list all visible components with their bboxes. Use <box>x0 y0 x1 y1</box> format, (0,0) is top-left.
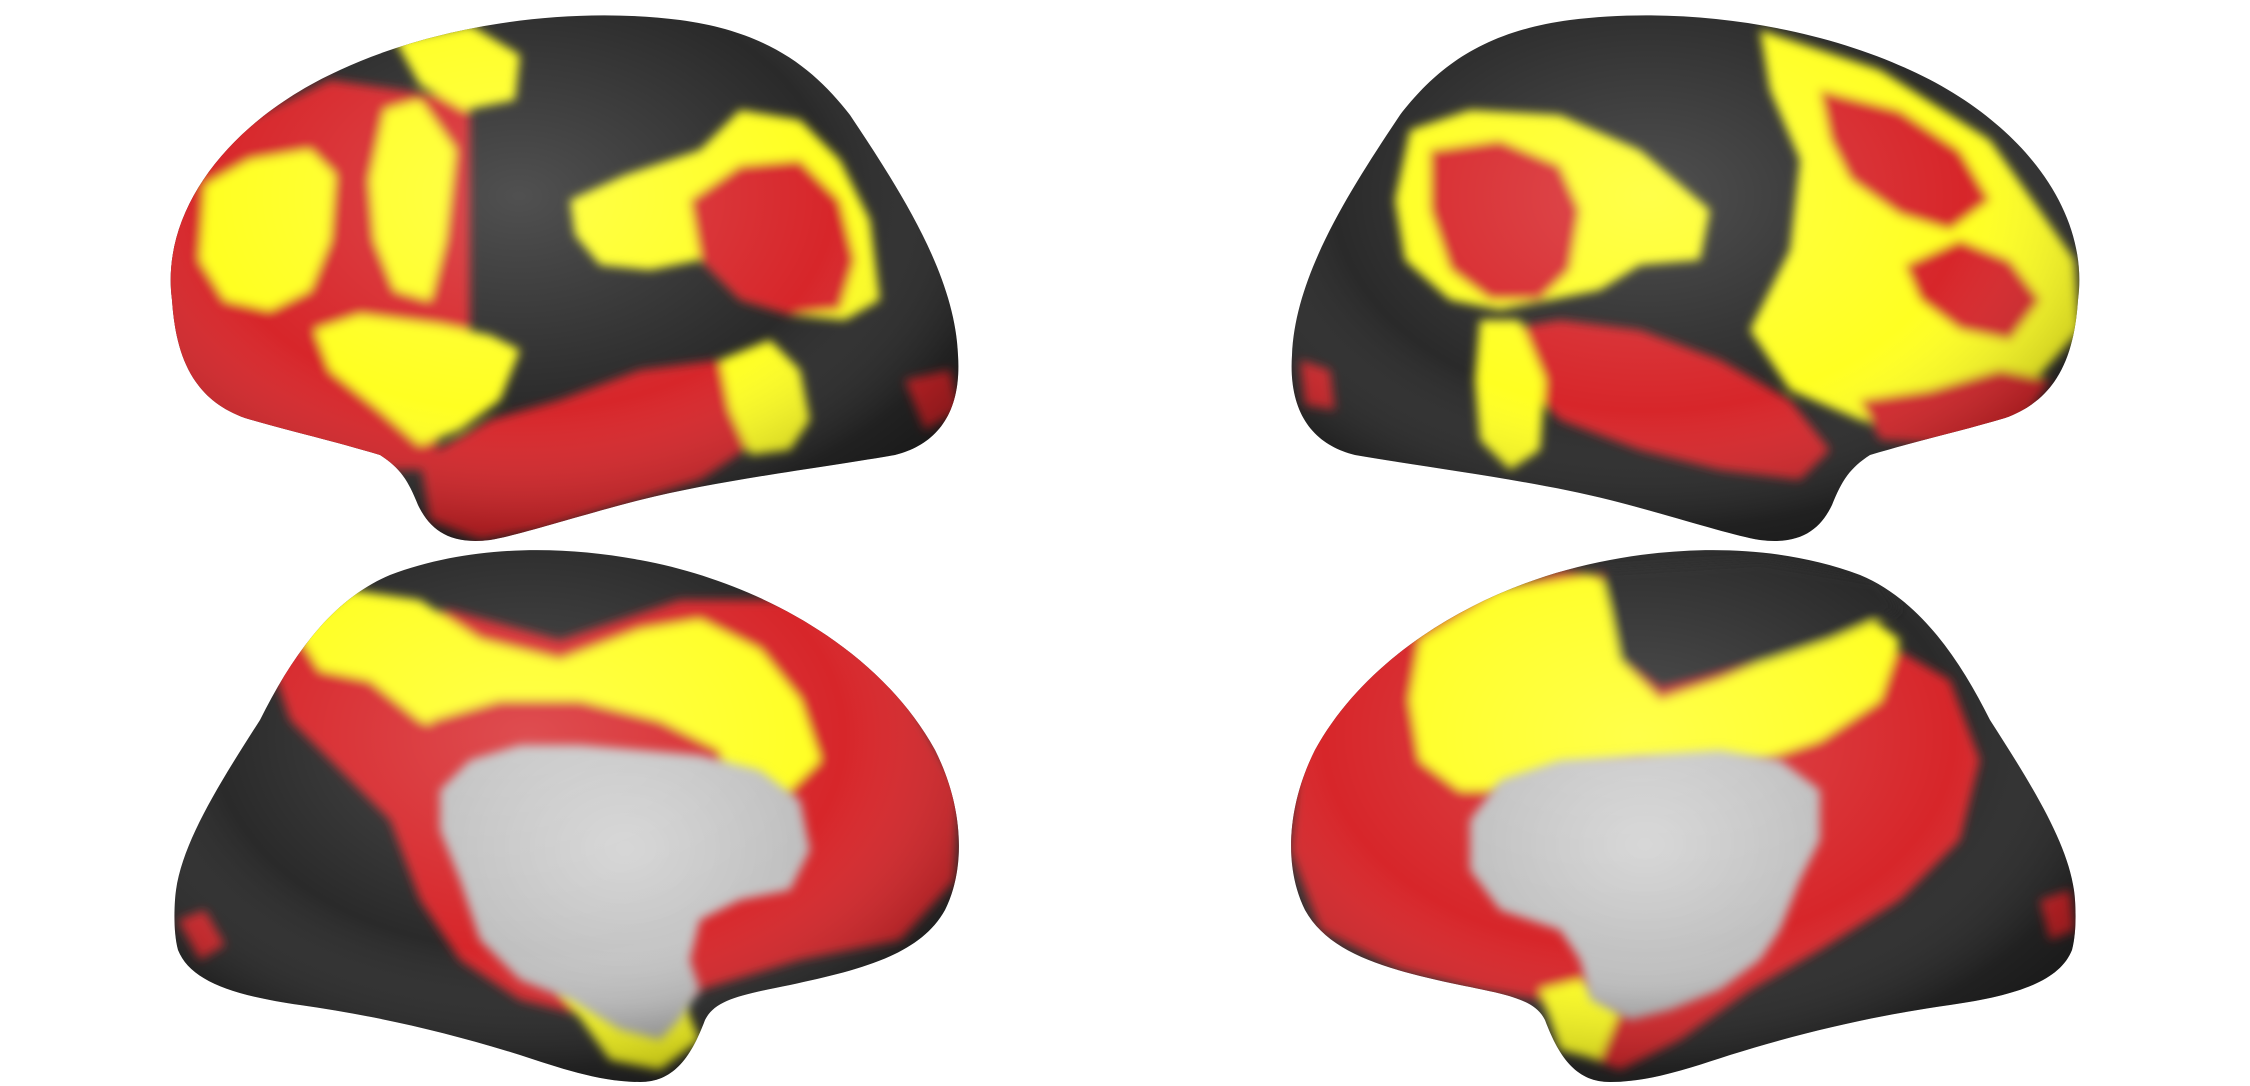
right-medial-hemisphere <box>1291 550 2076 1082</box>
left-medial-hemisphere <box>174 550 959 1082</box>
left-lateral-hemisphere <box>170 15 959 541</box>
right-lateral-hemisphere <box>1291 15 2080 541</box>
